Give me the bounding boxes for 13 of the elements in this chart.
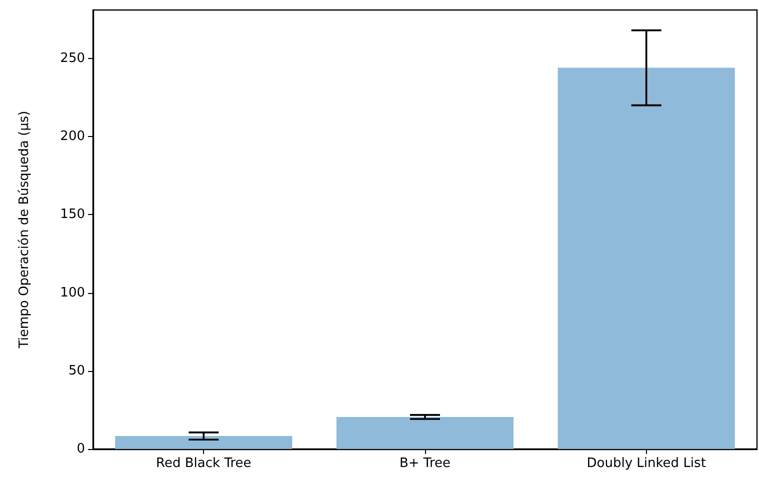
y-tick-label: 100 (60, 285, 85, 300)
y-tick-label: 150 (60, 207, 85, 222)
y-tick-label: 250 (60, 50, 85, 66)
y-tick-label: 0 (76, 442, 85, 456)
bar (115, 436, 292, 449)
bar (336, 416, 514, 449)
x-tick-label: Doubly Linked List (586, 456, 706, 471)
x-tick-label: Red Black Tree (156, 456, 252, 471)
y-tick-label: 50 (68, 363, 85, 378)
x-tick-label: B+ Tree (399, 456, 451, 471)
bar (558, 68, 735, 449)
y-tick-label: 200 (60, 129, 85, 144)
y-axis-title: Tiempo Operación de Búsqueda (µs) (17, 110, 32, 350)
